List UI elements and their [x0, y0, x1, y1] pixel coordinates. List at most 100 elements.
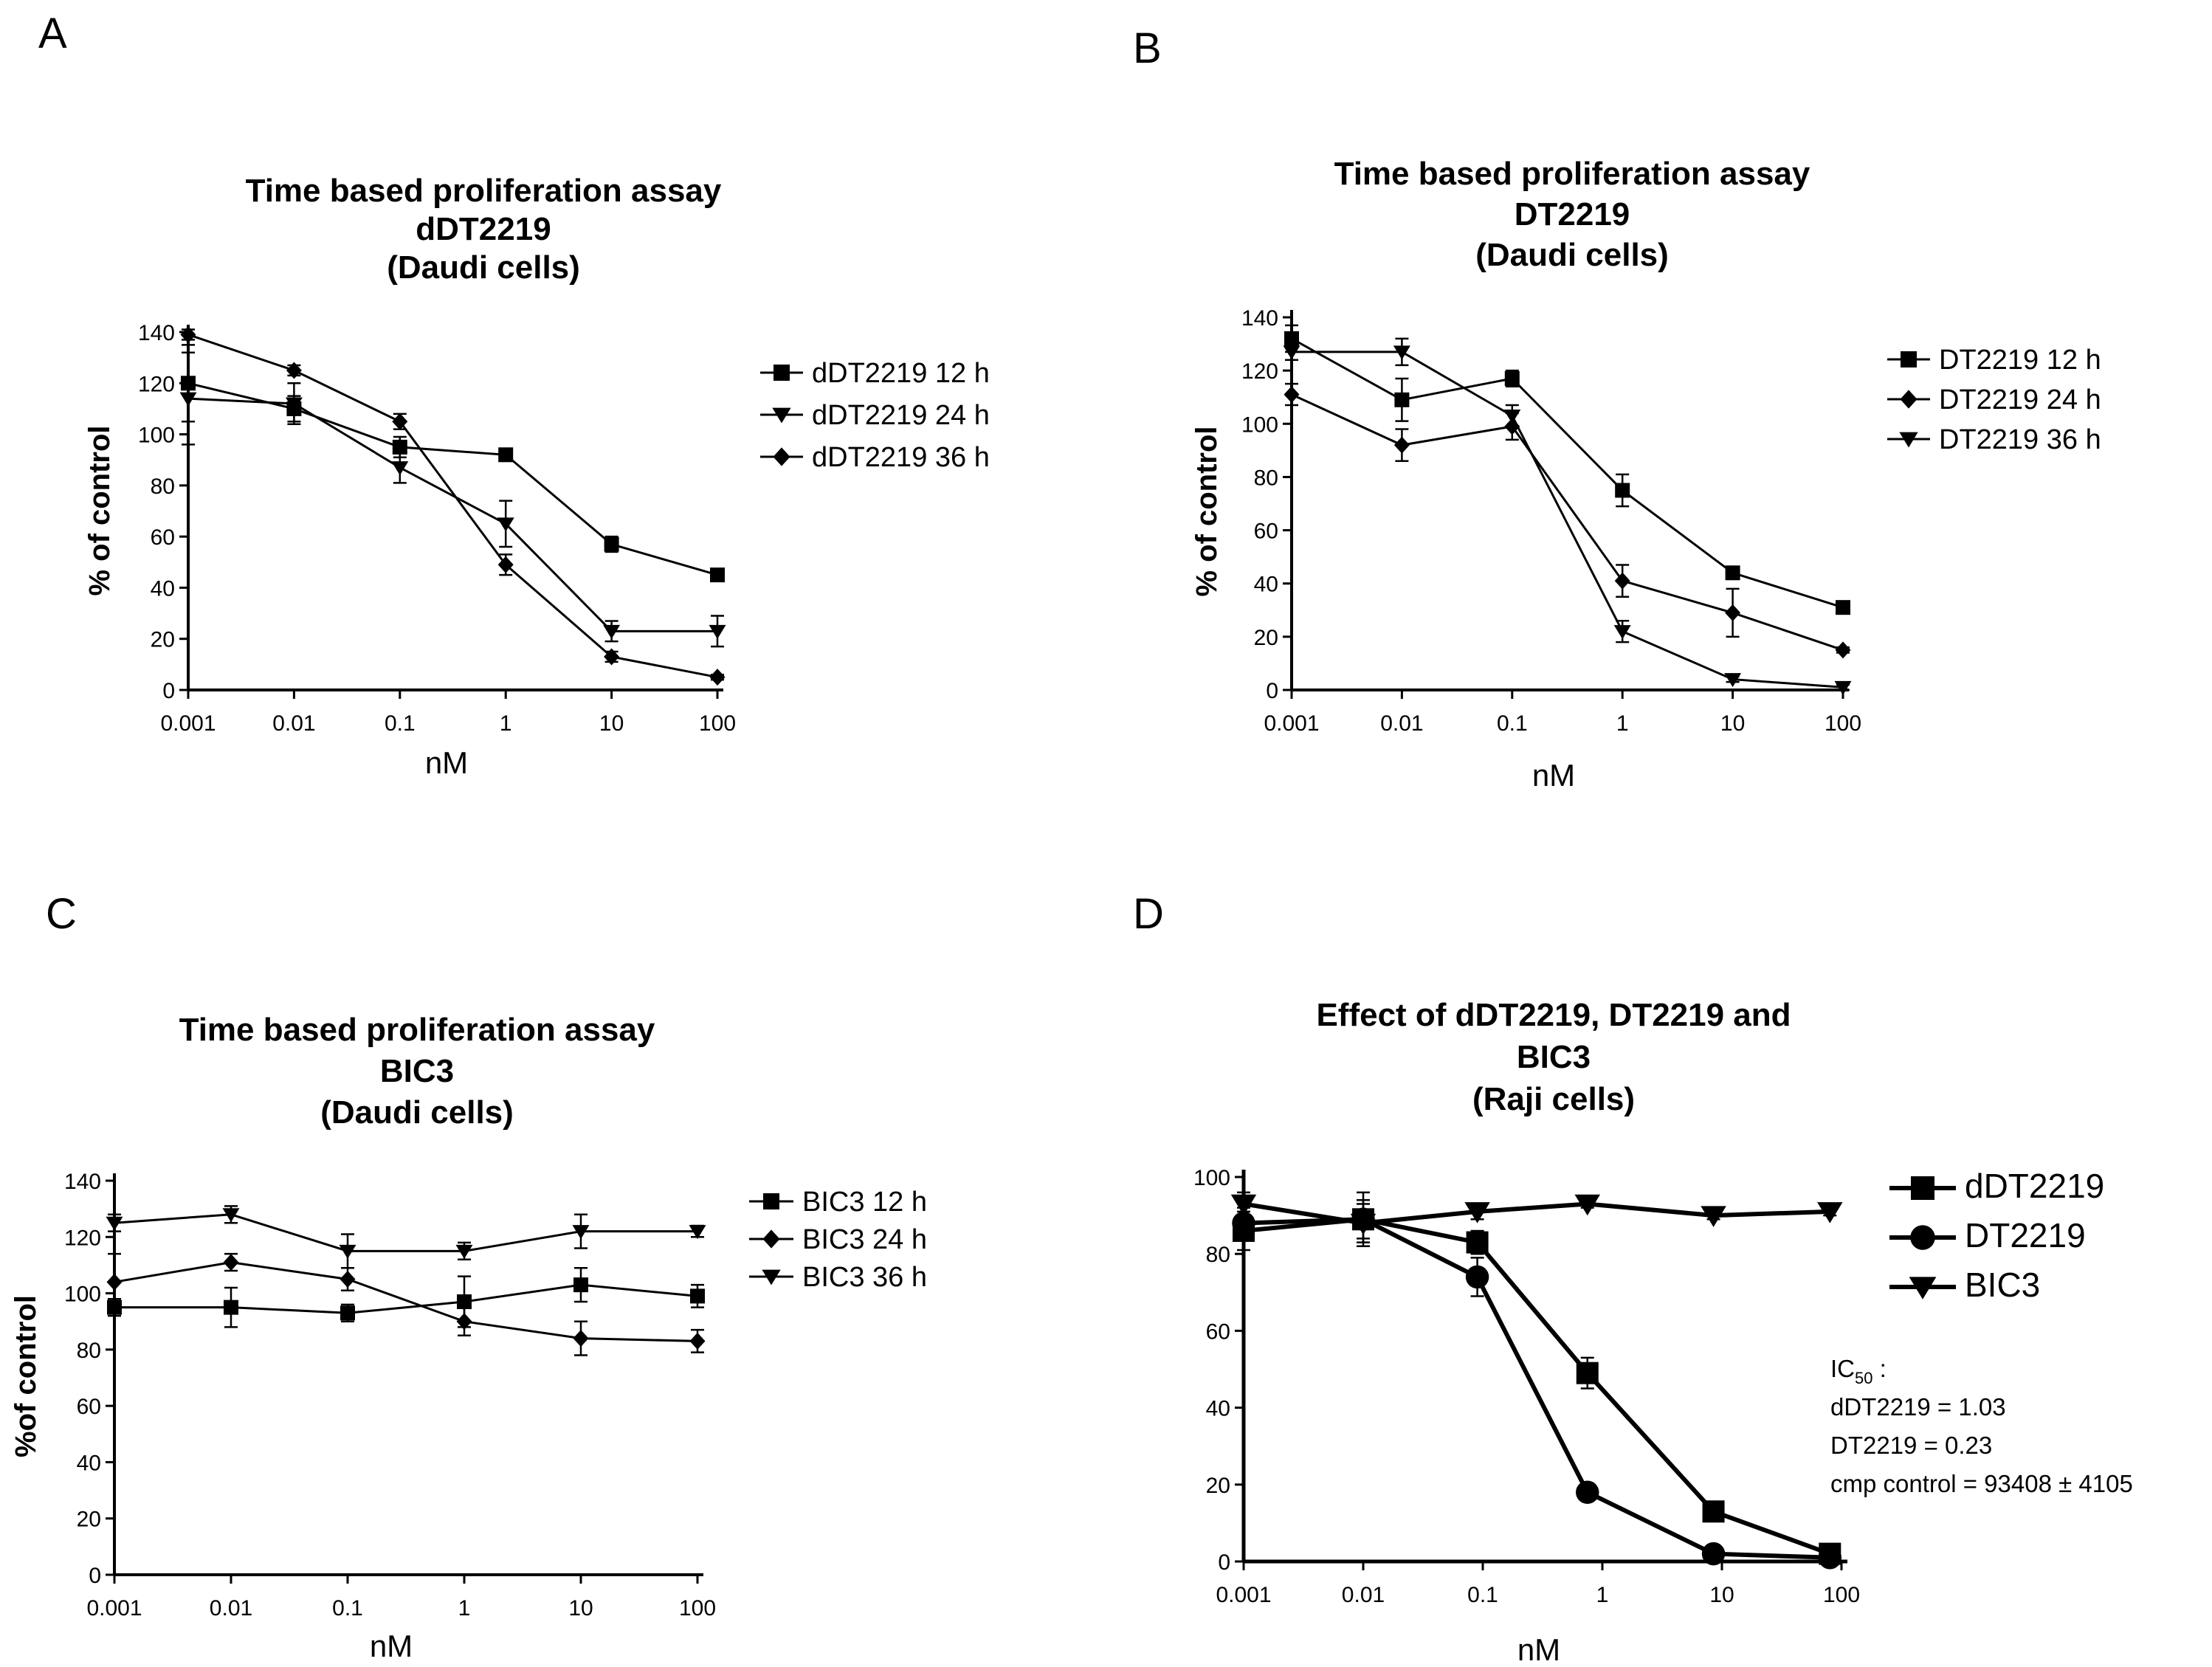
y-tick-label: 40 [1206, 1397, 1230, 1421]
data-point [690, 1288, 705, 1304]
series-ddt2219-24-h [179, 351, 726, 648]
chart-panel-b: B Time based proliferation assay DT2219 (Da… [1133, 24, 2101, 793]
y-tick-label: 60 [151, 525, 175, 550]
x-tick-label: 0.1 [385, 711, 416, 736]
series-bic3 [1230, 1191, 1843, 1243]
data-point [1230, 1194, 1257, 1216]
series-line [114, 1213, 697, 1252]
x-tick-label: 0.001 [160, 711, 216, 736]
data-point [1466, 1231, 1489, 1254]
chart-title-line: (Daudi cells) [320, 1094, 514, 1131]
ic50-line: dDT2219 = 1.03 [1830, 1393, 2006, 1421]
legend-label: DT2219 24 h [1939, 384, 2101, 415]
x-tick-label: 100 [679, 1596, 716, 1621]
legend-marker [773, 447, 790, 466]
data-point [604, 648, 620, 666]
legend-label: BIC3 24 h [802, 1224, 927, 1255]
series-line [187, 382, 718, 576]
data-point [1817, 1202, 1843, 1223]
series-ddt2219 [1233, 1199, 1841, 1565]
data-point [1503, 409, 1521, 424]
data-point [340, 1305, 355, 1321]
y-tick-label: 20 [1206, 1474, 1230, 1498]
panel-letter: B [1133, 24, 1162, 72]
y-tick-label: 100 [1193, 1166, 1230, 1190]
legend-label: BIC3 [1965, 1266, 2040, 1304]
x-tick-label: 0.001 [86, 1596, 142, 1621]
legend-marker [1909, 1277, 1937, 1300]
series-line [187, 334, 718, 679]
series-line [114, 1283, 698, 1314]
x-axis-label: nM [1532, 758, 1575, 793]
data-point [1350, 1213, 1377, 1235]
series-dt2219 [1232, 1191, 1842, 1570]
chart-title-line: Time based proliferation assay [246, 173, 722, 209]
y-tick-label: 100 [138, 424, 175, 448]
data-point [573, 1277, 588, 1293]
legend-label: DT2219 [1965, 1216, 2086, 1254]
legend-marker [773, 365, 790, 381]
panel-letter: D [1133, 890, 1164, 938]
data-point [1613, 625, 1631, 640]
series-dt2219-36-h [1283, 337, 1852, 695]
data-point [572, 1225, 590, 1240]
series-bic3-36-h [106, 1205, 706, 1269]
chart-title-line: BIC3 [1517, 1039, 1591, 1075]
data-point [604, 536, 619, 552]
y-tick-label: 120 [138, 372, 175, 396]
x-axis-label: nM [1517, 1632, 1560, 1667]
ic50-heading: IC50 : [1830, 1355, 1887, 1387]
data-point [1576, 1361, 1599, 1384]
y-tick-label: 60 [77, 1395, 101, 1419]
data-point [392, 439, 407, 455]
legend-marker [762, 1269, 781, 1285]
data-point [1701, 1542, 1726, 1566]
data-point [286, 362, 302, 379]
data-point [709, 624, 726, 639]
data-point [222, 1208, 240, 1223]
legend-marker [1910, 1225, 1935, 1250]
data-point [106, 1273, 123, 1291]
series-line [1291, 393, 1844, 652]
data-point [1836, 600, 1850, 615]
y-tick-label: 120 [64, 1226, 101, 1250]
legend-entry: BIC3 [1889, 1266, 2040, 1304]
data-point [1284, 331, 1299, 346]
y-tick-label: 140 [1241, 306, 1278, 331]
legend-marker [1900, 390, 1918, 409]
x-tick-label: 100 [1825, 711, 1861, 736]
data-point [497, 556, 514, 573]
legend-entry: DT2219 24 h [1887, 384, 2101, 415]
x-tick-label: 10 [1720, 711, 1745, 736]
legend-label: dDT2219 36 h [812, 442, 990, 473]
data-point [1835, 641, 1851, 659]
data-point [710, 567, 725, 583]
legend-marker [762, 1229, 780, 1249]
data-point [285, 397, 303, 412]
chart-panel-d: D Effect of dDT2219, DT2219 and BIC3 (Raji … [1133, 890, 2104, 1667]
y-tick-label: 20 [1254, 626, 1278, 650]
chart-title-line: DT2219 [1515, 196, 1630, 232]
panel-letter: A [38, 10, 67, 58]
x-tick-label: 0.01 [210, 1596, 252, 1621]
legend-entry: DT2219 36 h [1887, 424, 2101, 455]
data-point [179, 392, 197, 407]
x-tick-label: 100 [699, 711, 736, 736]
data-point [457, 1294, 472, 1310]
legend-entry: BIC3 36 h [749, 1262, 927, 1293]
data-point [1724, 673, 1742, 688]
x-tick-label: 0.01 [272, 711, 315, 736]
chart-title-line: BIC3 [380, 1053, 454, 1089]
y-tick-label: 40 [1254, 573, 1278, 597]
y-axis-label: %of control [10, 1295, 42, 1457]
legend-label: dDT2219 12 h [812, 358, 990, 389]
data-point [1702, 1500, 1725, 1523]
y-axis-label: % of control [1191, 426, 1223, 596]
legend-entry: DT2219 [1889, 1216, 2086, 1254]
x-tick-label: 100 [1823, 1583, 1860, 1607]
legend-entry: DT2219 12 h [1887, 345, 2101, 376]
x-tick-label: 0.1 [1497, 711, 1528, 736]
data-point [1576, 1480, 1599, 1504]
x-tick-label: 0.1 [1467, 1583, 1498, 1607]
